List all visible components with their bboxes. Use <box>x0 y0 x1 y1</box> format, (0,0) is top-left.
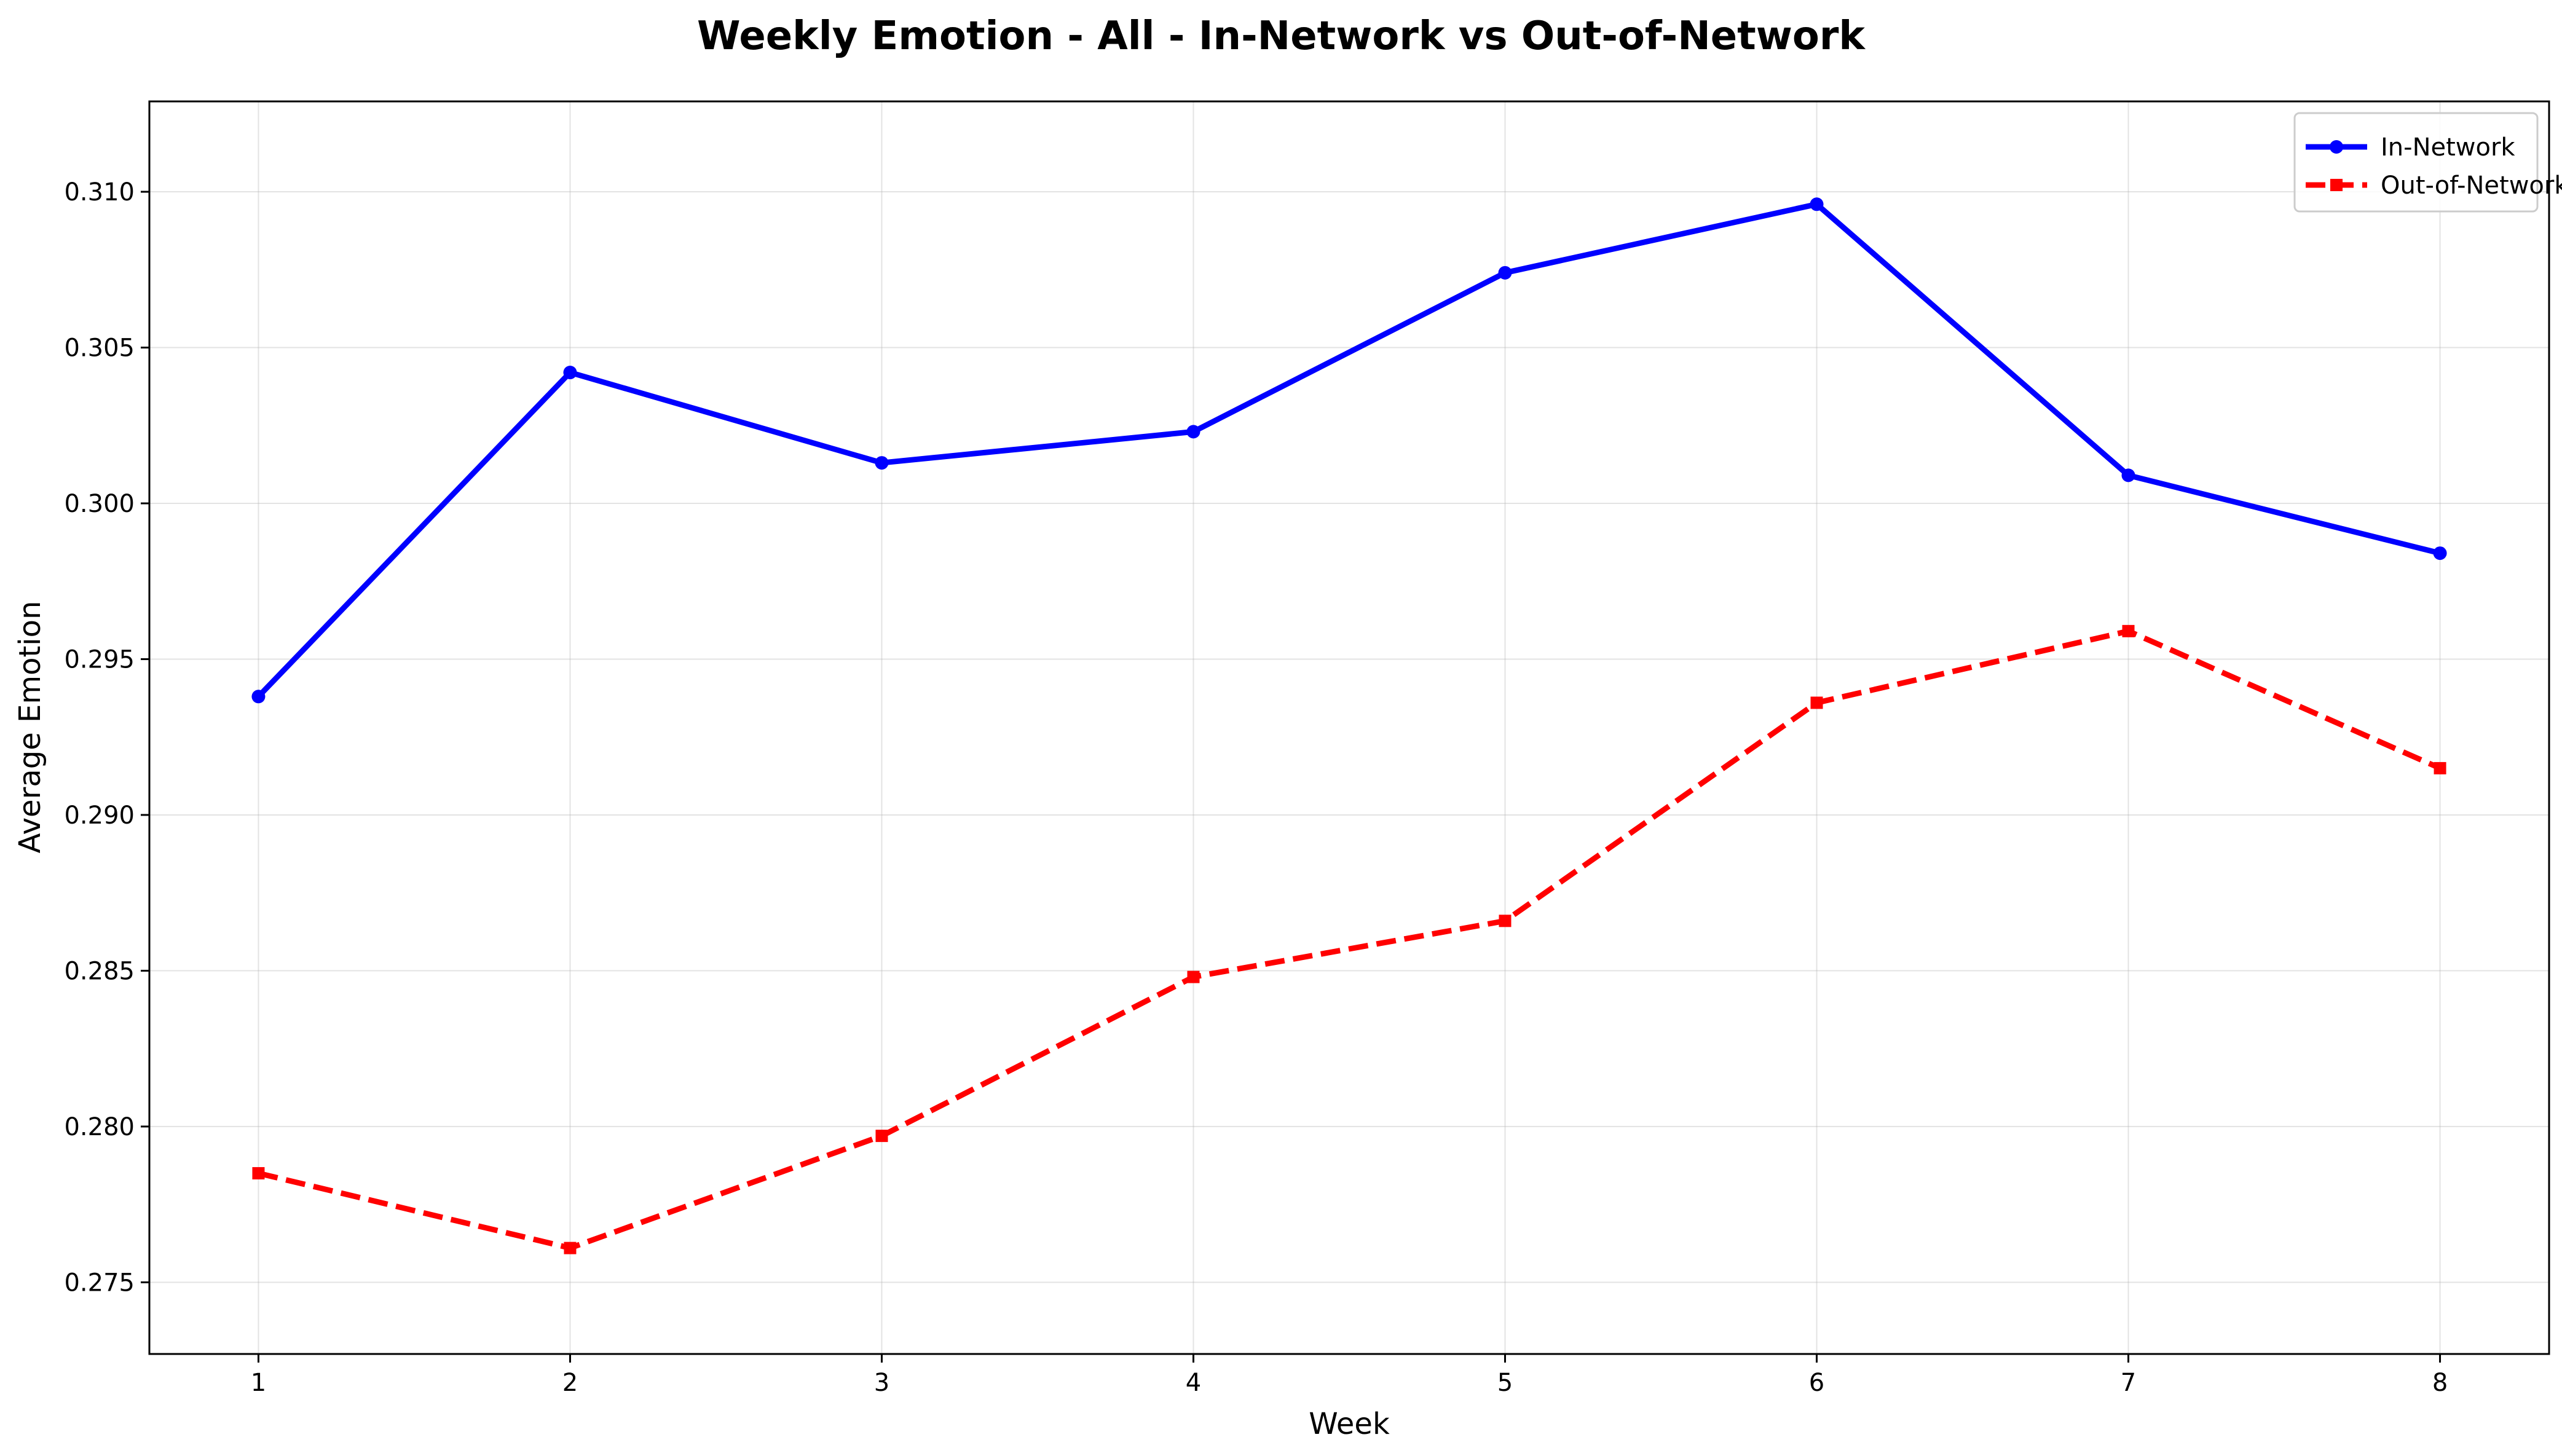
x-tick-label: 4 <box>1186 1369 1201 1397</box>
data-point-out-of-network <box>1187 970 1200 983</box>
data-point-in-network <box>1498 266 1512 280</box>
data-point-in-network <box>875 456 889 470</box>
y-tick-label: 0.290 <box>64 801 135 830</box>
x-tick-label: 6 <box>1809 1369 1824 1397</box>
legend: In-Network Out-of-Network <box>2293 112 2562 213</box>
data-point-in-network <box>251 690 266 704</box>
data-point-out-of-network <box>875 1130 888 1143</box>
y-tick-label: 0.280 <box>64 1113 135 1141</box>
legend-marker-out-of-network <box>2330 179 2343 191</box>
grid-lines <box>149 101 2549 1354</box>
data-point-out-of-network <box>2434 761 2446 774</box>
series-line-in-network <box>256 201 2441 699</box>
series-layer <box>251 197 2447 1254</box>
x-tick-label: 5 <box>1497 1369 1513 1397</box>
plot-area-frame <box>148 100 2550 1355</box>
data-point-out-of-network <box>2122 624 2135 637</box>
data-point-in-network <box>2121 468 2135 482</box>
y-axis-label: Average Emotion <box>13 601 47 854</box>
legend-item-in-network: In-Network <box>2306 133 2515 162</box>
data-point-in-network <box>2433 546 2447 561</box>
x-tick-label: 2 <box>562 1369 578 1397</box>
data-point-in-network <box>563 366 577 380</box>
data-point-out-of-network <box>252 1167 265 1179</box>
data-point-out-of-network <box>564 1242 577 1254</box>
legend-box <box>2293 112 2539 213</box>
y-tick-label: 0.300 <box>64 490 135 518</box>
x-tick-label: 8 <box>2432 1369 2448 1397</box>
data-point-in-network <box>1810 197 1824 211</box>
legend-label-out-of-network: Out-of-Network <box>2381 171 2562 200</box>
y-tick-label: 0.295 <box>64 645 135 674</box>
series-line-out-of-network <box>258 628 2442 1251</box>
legend-label-in-network: In-Network <box>2381 133 2515 162</box>
x-tick-label: 1 <box>251 1369 266 1397</box>
x-tick-label: 3 <box>874 1369 889 1397</box>
y-tick-label: 0.310 <box>64 178 135 207</box>
data-point-out-of-network <box>1499 915 1512 927</box>
x-tick-label: 7 <box>2121 1369 2136 1397</box>
x-axis-label: Week <box>1309 1407 1390 1441</box>
y-tick-label: 0.285 <box>64 957 135 985</box>
data-point-in-network <box>1186 425 1200 439</box>
series-out-of-network <box>252 624 2446 1254</box>
chart-title: Weekly Emotion - All - In-Network vs Out… <box>697 14 1866 59</box>
y-tick-label: 0.305 <box>64 334 135 363</box>
legend-item-out-of-network: Out-of-Network <box>2306 171 2562 200</box>
series-in-network <box>251 197 2447 704</box>
legend-marker-in-network <box>2330 140 2343 154</box>
y-tick-label: 0.275 <box>64 1269 135 1297</box>
axis-ticks: 1 2 3 4 5 6 7 8 0.275 0.280 0.285 0.290 0.295 0.300 0.… <box>64 178 2448 1397</box>
data-point-out-of-network <box>1810 696 1823 709</box>
